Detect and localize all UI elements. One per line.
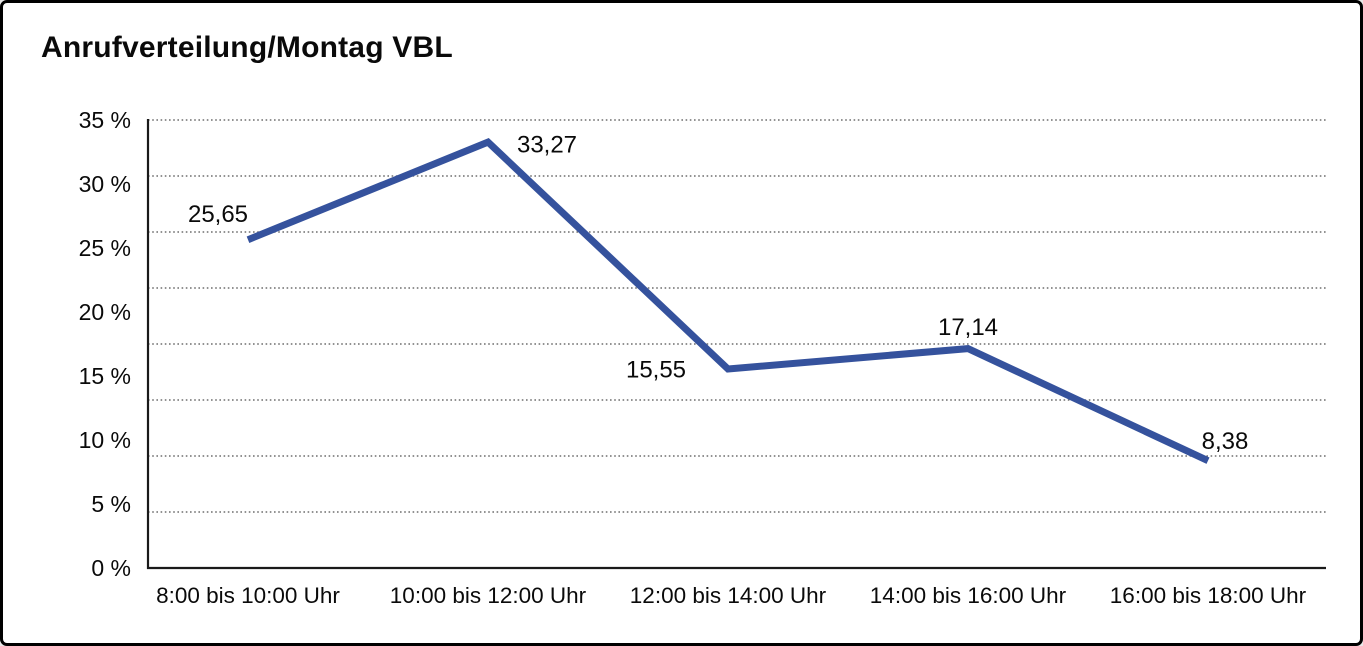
data-point-label: 8,38 bbox=[1202, 428, 1249, 455]
chart-title: Anrufverteilung/Montag VBL bbox=[41, 31, 453, 64]
x-axis-label: 8:00 bis 10:00 Uhr bbox=[156, 583, 340, 608]
data-point-label: 17,14 bbox=[938, 314, 998, 341]
x-axis-label: 10:00 bis 12:00 Uhr bbox=[390, 583, 587, 608]
data-point-label: 25,65 bbox=[188, 201, 248, 228]
y-tick-label: 25 % bbox=[79, 235, 131, 261]
y-tick-label: 5 % bbox=[91, 491, 131, 517]
y-tick-label: 10 % bbox=[79, 427, 131, 453]
data-point-label: 33,27 bbox=[517, 131, 577, 158]
line-chart-plot: 35 % 30 % 25 % 20 % 15 % 10 % 5 % 0 % 8:00 bis 1… bbox=[79, 107, 1326, 608]
x-axis-label: 14:00 bis 16:00 Uhr bbox=[870, 583, 1067, 608]
y-tick-label: 30 % bbox=[79, 171, 131, 197]
x-axis-label: 16:00 bis 18:00 Uhr bbox=[1110, 583, 1307, 608]
y-tick-label: 0 % bbox=[91, 555, 131, 581]
y-tick-label: 35 % bbox=[79, 107, 131, 133]
data-point-label: 15,55 bbox=[626, 356, 686, 383]
x-axis-label: 12:00 bis 14:00 Uhr bbox=[630, 583, 827, 608]
data-line bbox=[246, 138, 1210, 464]
y-tick-label: 20 % bbox=[79, 299, 131, 325]
y-tick-label: 15 % bbox=[79, 363, 131, 389]
